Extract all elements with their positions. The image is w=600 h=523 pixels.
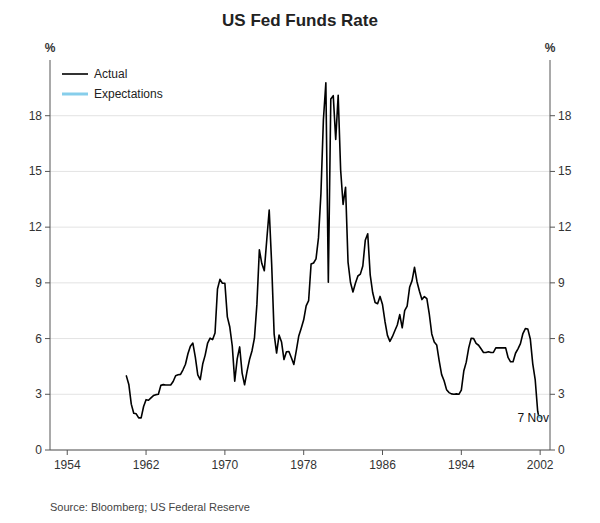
grid-line [50, 338, 550, 339]
y2-tick-label: 6 [558, 332, 565, 346]
y2-tick [550, 338, 555, 339]
y2-tick-label: 9 [558, 276, 565, 290]
grid-line [50, 282, 550, 283]
x-tick [224, 450, 225, 455]
y-tick [45, 227, 50, 228]
legend-label: Actual [94, 67, 127, 81]
x-tick [146, 450, 147, 455]
y2-tick [550, 394, 555, 395]
y2-tick [550, 282, 555, 283]
source: Source: Bloomberg; US Federal Reserve [50, 501, 250, 513]
legend-swatch [62, 93, 88, 96]
x-tick-label: 1994 [448, 458, 475, 472]
legend-label: Expectations [94, 87, 163, 101]
y-tick [45, 115, 50, 116]
y-tick-label: 15 [29, 164, 43, 178]
x-tick-label: 1954 [54, 458, 81, 472]
annotation: 7 Nov [518, 411, 549, 425]
x-tick-label: 1970 [212, 458, 239, 472]
x-tick [67, 450, 68, 455]
y-tick-label: 3 [35, 387, 42, 401]
y-tick-label: 0 [35, 443, 42, 457]
x-tick-label: 2002 [527, 458, 554, 472]
y2-tick [550, 115, 555, 116]
chart: US Fed Funds Rate 1954 1962 1970 1978 1986 199… [0, 0, 600, 523]
x-tick-label: 1962 [133, 458, 160, 472]
plot-area [126, 83, 541, 418]
grid-line [50, 450, 550, 451]
y2-tick-label: 18 [558, 109, 572, 123]
y2-tick-label: 15 [558, 164, 572, 178]
title: US Fed Funds Rate [222, 11, 378, 30]
y2-tick-label: 0 [558, 443, 565, 457]
y2-tick-label: 3 [558, 387, 565, 401]
y-axis-label: % [45, 41, 56, 55]
y2-tick [550, 171, 555, 172]
x-tick [382, 450, 383, 455]
x-axis-line [50, 450, 550, 451]
y-tick [45, 171, 50, 172]
axes: 1954 1962 1970 1978 1986 1994 2002 0 3 6 9 12 15 18 0 3… [29, 60, 572, 472]
x-tick [540, 450, 541, 455]
grid-line [50, 171, 550, 172]
legend: Actual Expectations [62, 67, 163, 101]
series-line [126, 83, 538, 418]
y2-tick [550, 227, 555, 228]
x-tick-label: 1986 [369, 458, 396, 472]
y-tick [45, 282, 50, 283]
y2-tick [550, 450, 555, 451]
grid-line [50, 394, 550, 395]
y-tick [45, 450, 50, 451]
y2-axis-label: % [545, 41, 556, 55]
y-tick-label: 9 [35, 276, 42, 290]
x-tick [303, 450, 304, 455]
grid-line [50, 115, 550, 116]
legend-swatch [62, 73, 88, 75]
y-tick-label: 18 [29, 109, 43, 123]
y-axis-line [50, 60, 51, 450]
y-tick-label: 6 [35, 332, 42, 346]
y-tick-label: 12 [29, 220, 43, 234]
y2-tick-label: 12 [558, 220, 572, 234]
y-tick [45, 338, 50, 339]
x-tick [461, 450, 462, 455]
grid [50, 116, 550, 450]
grid-line [50, 227, 550, 228]
y-tick [45, 394, 50, 395]
y2-axis-line [550, 60, 551, 450]
x-tick-label: 1978 [290, 458, 317, 472]
